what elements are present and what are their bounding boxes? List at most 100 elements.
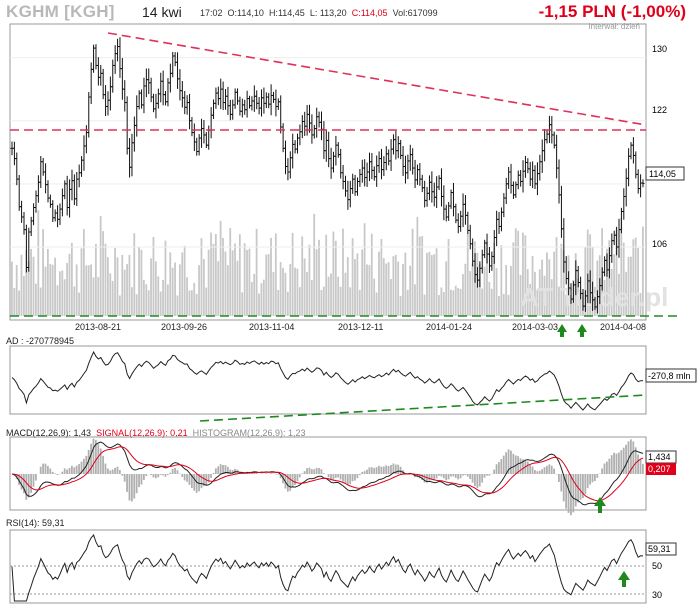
histogram-bar (438, 474, 440, 476)
ohlc-bar (339, 148, 343, 179)
ohlc-bar (300, 115, 304, 139)
histogram-bar (169, 472, 172, 474)
volume-bar (332, 231, 335, 316)
histogram-bar (584, 474, 587, 495)
volume-bar (642, 226, 644, 316)
volume-bar (313, 213, 316, 316)
histogram-bar (224, 465, 227, 474)
volume-bar (82, 229, 85, 316)
histogram-bar (469, 474, 472, 480)
volume-bar (102, 231, 104, 316)
volume-bar (253, 273, 256, 316)
volume-bar (236, 260, 239, 316)
ohlc-bar (274, 89, 278, 117)
volume-bar (577, 278, 580, 316)
histogram-bar (289, 474, 292, 491)
histogram-bar (42, 463, 44, 474)
volume-bar (20, 254, 23, 316)
ohlc-bar (185, 95, 189, 115)
ohlc-bar (92, 44, 96, 73)
histogram-bar (370, 467, 373, 474)
ohlc-bar (226, 86, 230, 116)
ohlc-bar (168, 63, 172, 93)
ohlc-bar (36, 175, 40, 203)
ohlc-bar (507, 166, 511, 189)
ohlc-bar (375, 155, 379, 187)
ohlc-bar (22, 212, 26, 235)
ohlc-bar (308, 104, 312, 133)
volume-bar (70, 242, 73, 316)
ohlc-bar (142, 77, 146, 114)
histogram-bar (478, 474, 481, 487)
ohlc-bar (29, 216, 33, 237)
ohlc-bar (480, 249, 484, 274)
volume-bar (342, 228, 344, 316)
histogram-bar (138, 474, 140, 488)
volume-bar (51, 264, 54, 316)
volume-bar (152, 236, 155, 316)
volume-bar (318, 239, 320, 316)
volume-bar (11, 261, 13, 316)
ohlc-bar (128, 138, 132, 178)
volume-bar (154, 261, 157, 316)
histogram-bar (114, 467, 116, 474)
volume-bar (111, 280, 114, 316)
ohlc-bar (367, 152, 371, 182)
volume-bar (118, 295, 121, 316)
volume-bar (538, 269, 541, 316)
volume-bar (44, 266, 47, 316)
histogram-bar (99, 448, 102, 474)
ohlc-bar (624, 168, 628, 207)
histogram-bar (140, 474, 143, 485)
ohlc-bar (219, 78, 223, 110)
volume-bar (382, 258, 385, 316)
histogram-bar (349, 474, 352, 485)
histogram-bar (430, 474, 433, 481)
ohlc-bar (331, 151, 335, 173)
ohlc-bar (240, 98, 244, 118)
histogram-bar (56, 474, 59, 475)
histogram-bar (231, 470, 234, 474)
histogram-bar (303, 471, 306, 474)
histogram-bar (440, 474, 443, 477)
volume-bar (618, 273, 620, 316)
volume-bar (277, 290, 280, 316)
ohlc-bar (490, 251, 494, 271)
ohlc-bar (485, 233, 489, 264)
histogram-bar (171, 469, 174, 474)
histogram-bar (128, 474, 131, 501)
ohlc-bar (39, 156, 43, 188)
volume-bar (512, 242, 515, 316)
ohlc-bar (296, 133, 300, 154)
ohlc-bar (120, 58, 124, 100)
ohlc-bar (48, 194, 52, 208)
histogram-bar (135, 474, 138, 494)
volume-bar (337, 276, 340, 316)
histogram-bar (399, 466, 402, 474)
volume-bar (138, 246, 140, 316)
histogram-bar (615, 453, 618, 474)
volume-bar (445, 261, 448, 316)
ohlc-bar (188, 93, 192, 130)
ohlc-bar (15, 152, 19, 186)
ohlc-bar (341, 165, 345, 190)
histogram-bar (522, 459, 524, 474)
volume-bar (354, 259, 356, 316)
ohlc-bar (156, 88, 160, 109)
histogram-bar (483, 474, 486, 478)
ohlc-bar (257, 97, 261, 115)
volume-bar (351, 238, 354, 316)
ohlc-bar (72, 174, 76, 206)
histogram-bar (368, 467, 371, 474)
histogram-bar (274, 474, 277, 475)
histogram-bar (498, 462, 500, 474)
volume-bar (200, 238, 203, 316)
volume-bar (634, 237, 637, 316)
ohlc-bar (132, 116, 136, 152)
histogram-bar (346, 474, 349, 486)
ohlc-bar (615, 226, 619, 256)
volume-bar (394, 254, 397, 316)
volume-bar (166, 284, 169, 316)
histogram-label: HISTOGRAM(12,26,9): 1,23 (192, 428, 306, 438)
ohlc-bar (252, 85, 256, 112)
